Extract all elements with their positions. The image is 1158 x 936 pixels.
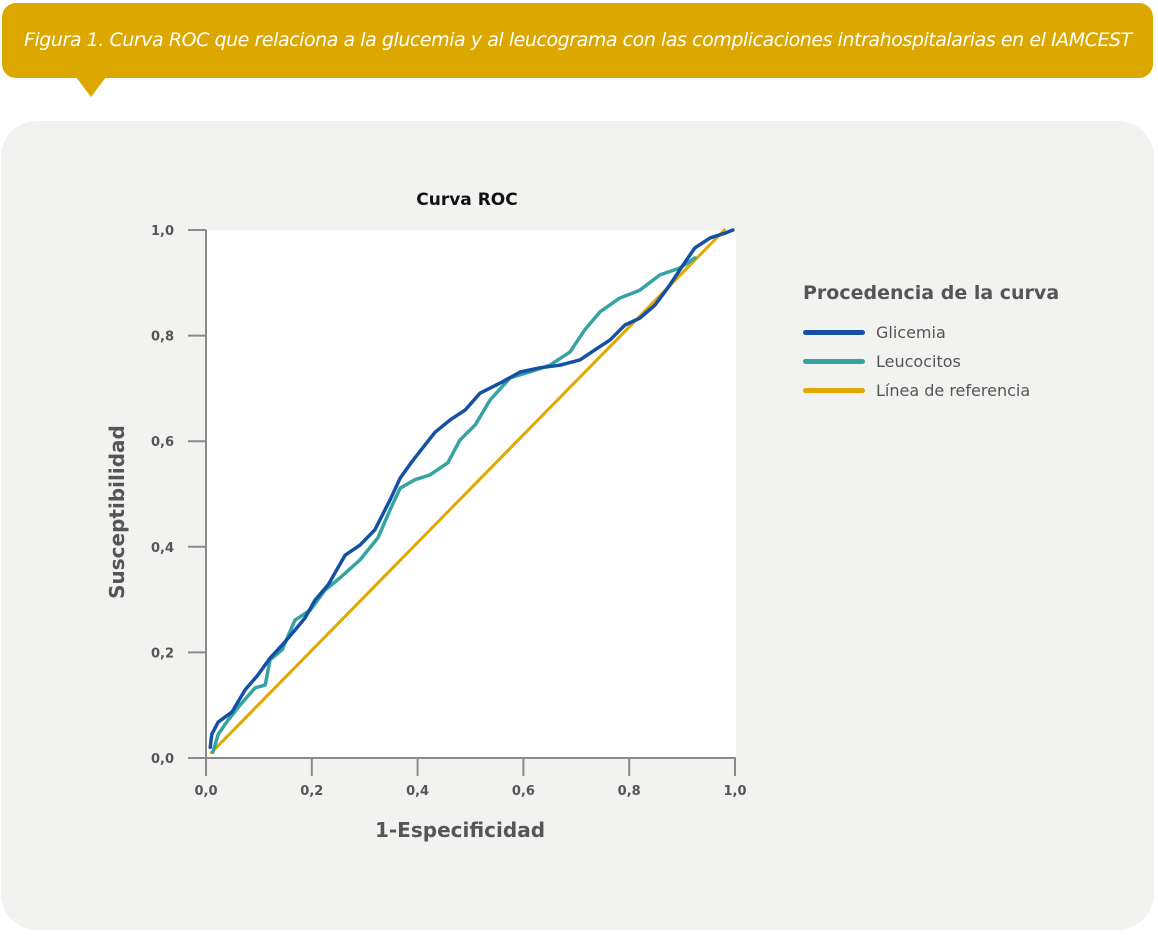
y-tick-label: 0,2: [151, 646, 174, 661]
x-tick-label: 0,2: [300, 784, 323, 799]
legend-label: Glicemia: [876, 323, 946, 342]
chart-title: Curva ROC: [416, 190, 517, 210]
x-tick-label: 0,4: [406, 784, 429, 799]
y-tick-label: 0,4: [151, 541, 174, 556]
legend: Procedencia de la curva Glicemia Leucoci…: [803, 282, 1059, 405]
figure-caption-banner: Figura 1. Curva ROC que relaciona a la g…: [2, 3, 1153, 78]
legend-title: Procedencia de la curva: [803, 282, 1060, 304]
x-tick-label: 0,0: [194, 784, 217, 799]
series-line-glicemia: [208, 228, 735, 750]
legend-item-glicemia: Glicemia: [803, 318, 1059, 347]
legend-swatch-referencia: [803, 388, 865, 393]
y-tick-label: 0,8: [151, 330, 174, 345]
y-tick-label: 0,0: [151, 752, 174, 767]
legend-label: Línea de referencia: [876, 381, 1031, 400]
x-tick-label: 1,0: [723, 784, 746, 799]
x-tick-label: 0,8: [618, 784, 641, 799]
series-line-leucocitos: [211, 256, 697, 754]
series-layer: [208, 228, 735, 755]
axes: 0,0 0,2 0,4 0,6 0,8 1,0 0,0 0,2 0,4 0,6 0,8 1,0: [151, 224, 747, 799]
legend-swatch-leucocitos: [803, 359, 865, 364]
legend-swatch-glicemia: [803, 330, 865, 335]
figure-caption: Figura 1. Curva ROC que relaciona a la g…: [24, 29, 1132, 51]
x-axis-title: 1-Especificidad: [375, 818, 545, 842]
legend-item-referencia: Línea de referencia: [803, 376, 1059, 405]
legend-item-leucocitos: Leucocitos: [803, 347, 1059, 376]
caption-pointer: [76, 77, 106, 97]
y-tick-label: 1,0: [151, 224, 174, 239]
x-tick-label: 0,6: [512, 784, 535, 799]
legend-label: Leucocitos: [876, 352, 961, 371]
y-axis-title: Susceptibilidad: [105, 425, 129, 599]
y-tick-label: 0,6: [151, 435, 174, 450]
